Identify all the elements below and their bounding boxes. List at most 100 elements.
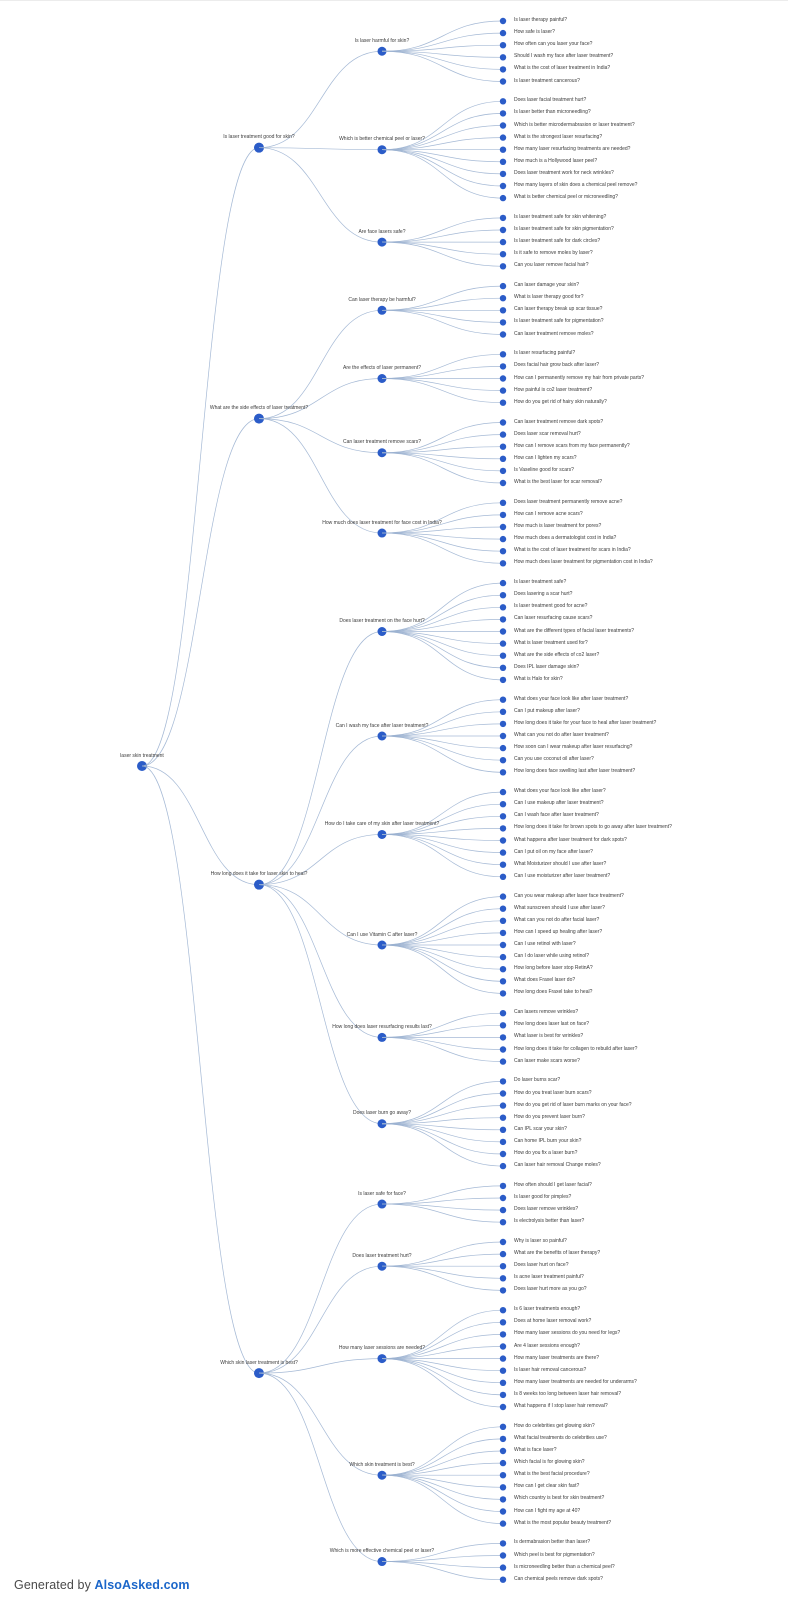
leaf-question-label[interactable]: Can I use makeup after laser treatment? [514,800,604,807]
leaf-question-label[interactable]: Does laser treatment permanently remove … [514,498,623,505]
leaf-question-label[interactable]: Is laser treatment safe for skin pigment… [514,226,614,232]
leaf-question-label[interactable]: How long does it take for brown spots to… [514,824,672,831]
leaf-question-label[interactable]: Does laser scar removal hurt? [514,430,581,437]
leaf-question-label[interactable]: How do celebrities get glowing skin? [514,1422,595,1429]
leaf-question-label[interactable]: What is the cost of laser treatment for … [514,547,631,554]
sub-question-label[interactable]: Does laser burn go away? [352,1110,412,1117]
leaf-question-label[interactable]: Can laser resurfacing cause scars? [514,615,593,622]
leaf-question-label[interactable]: What can you not do after laser treatmen… [514,732,609,738]
leaf-question-label[interactable]: What laser is best for wrinkles? [514,1033,584,1040]
leaf-question-label[interactable]: Can you wear makeup after laser face tre… [514,892,624,899]
leaf-question-label[interactable]: Which peel is best for pigmentation? [514,1551,595,1558]
sub-question-label[interactable]: How do I take care of my skin after lase… [324,820,440,827]
leaf-question-label[interactable]: Is Vaseline good for scars? [514,466,574,473]
leaf-question-label[interactable]: Does at home laser removal work? [514,1318,592,1325]
leaf-question-label[interactable]: Which country is best for skin treatment… [514,1495,605,1502]
leaf-question-label[interactable]: Does lasering a scar hurt? [514,591,573,598]
sub-question-label[interactable]: Can I use Vitamin C after laser? [346,931,418,938]
leaf-question-label[interactable]: How do you treat laser burn scars? [514,1089,592,1096]
leaf-question-label[interactable]: How much is a Hollywood laser peel? [514,157,598,164]
leaf-question-label[interactable]: What are the different types of facial l… [514,627,634,634]
leaf-question-label[interactable]: Can you laser remove facial hair? [514,262,589,269]
sub-question-label[interactable]: Can I wash my face after laser treatment… [335,722,429,729]
leaf-question-label[interactable]: Can IPL scar your skin? [514,1125,567,1132]
sub-question-label[interactable]: Are face lasers safe? [358,228,406,235]
leaf-question-label[interactable]: How can I get clear skin fast? [514,1483,580,1490]
leaf-question-label[interactable]: Is it safe to remove moles by laser? [514,250,593,257]
leaf-question-label[interactable]: Is laser treatment cancerous? [514,77,580,84]
leaf-question-label[interactable]: Can home IPL burn your skin? [514,1137,582,1144]
sub-question-label[interactable]: Does laser treatment hurt? [352,1252,412,1259]
leaf-question-label[interactable]: Does laser treatment work for neck wrink… [514,169,614,176]
leaf-question-label[interactable]: Is acne laser treatment painful? [514,1274,584,1281]
leaf-question-label[interactable]: What is face laser? [514,1447,557,1453]
leaf-question-label[interactable]: What does your face look like after lase… [514,788,606,795]
leaf-question-label[interactable]: How long does it take for collagen to re… [514,1045,638,1052]
leaf-question-label[interactable]: What is the best facial procedure? [514,1471,590,1478]
leaf-question-label[interactable]: How long does Fraxel take to heal? [514,989,593,996]
leaf-question-label[interactable]: How many laser sessions do you need for … [514,1330,621,1337]
leaf-question-label[interactable]: How painful is co2 laser treatment? [514,386,593,393]
leaf-question-label[interactable]: Can I do laser while using retinol? [514,953,590,960]
leaf-question-label[interactable]: How often can you laser your face? [514,41,593,48]
leaf-question-label[interactable]: Is laser good for pimples? [514,1194,572,1200]
leaf-question-label[interactable]: Can laser damage your skin? [514,282,580,289]
sub-question-label[interactable]: Is laser harmful for skin? [354,37,410,44]
leaf-question-label[interactable]: Can laser hair removal Change moles? [514,1162,601,1169]
leaf-question-label[interactable]: How can I remove acne scars? [514,510,583,517]
leaf-question-label[interactable]: Is laser treatment safe for dark circles… [514,238,601,245]
leaf-question-label[interactable]: What happens if I stop laser hair remova… [514,1403,608,1409]
leaf-question-label[interactable]: What are the side effects of co2 laser? [514,651,600,658]
leaf-question-label[interactable]: Is laser treatment safe for pigmentation… [514,318,604,325]
leaf-question-label[interactable]: Is laser hair removal cancerous? [514,1366,587,1373]
leaf-question-label[interactable]: Is laser therapy painful? [514,17,568,23]
leaf-question-label[interactable]: Does facial hair grow back after laser? [514,362,600,369]
leaf-question-label[interactable]: What are the benefits of laser therapy? [514,1250,601,1257]
leaf-question-label[interactable]: Should I wash my face after laser treatm… [514,53,614,60]
leaf-question-label[interactable]: Does IPL laser damage skin? [514,663,580,670]
leaf-question-label[interactable]: What does Fraxel laser do? [514,977,576,984]
leaf-question-label[interactable]: Can laser treatment remove moles? [514,330,594,337]
leaf-question-label[interactable]: How much does a dermatologist cost in In… [514,535,617,542]
leaf-question-label[interactable]: How can I lighten my scars? [514,454,577,461]
leaf-question-label[interactable]: Can laser therapy break up scar tissue? [514,306,603,313]
leaf-question-label[interactable]: How much does laser treatment for pigmen… [514,559,653,566]
leaf-question-label[interactable]: What is better chemical peel or micronee… [514,194,618,201]
leaf-question-label[interactable]: Which is better microdermabrasion or las… [514,121,635,128]
leaf-question-label[interactable]: What Moisturizer should I use after lase… [514,860,607,867]
leaf-question-label[interactable]: Can I use retinol with laser? [514,941,576,947]
leaf-question-label[interactable]: Is laser resurfacing painful? [514,350,576,357]
leaf-question-label[interactable]: Is dermabrasion better than laser? [514,1539,591,1546]
leaf-question-label[interactable]: Do laser burns scar? [514,1077,561,1084]
leaf-question-label[interactable]: How safe is laser? [514,29,555,36]
leaf-question-label[interactable]: Does laser remove wrinkles? [514,1206,579,1213]
leaf-question-label[interactable]: How can I fight my age at 40? [514,1507,581,1514]
leaf-question-label[interactable]: Is laser better than microneedling? [514,109,591,116]
leaf-question-label[interactable]: Which facial is for glowing skin? [514,1459,585,1466]
leaf-question-label[interactable]: How many laser resurfacing treatments ar… [514,145,631,152]
leaf-question-label[interactable]: Is 6 laser treatments enough? [514,1306,581,1313]
leaf-question-label[interactable]: Can I put makeup after laser? [514,707,580,714]
sub-question-label[interactable]: Is laser safe for face? [358,1190,406,1197]
leaf-question-label[interactable]: What is laser treatment used for? [514,639,588,646]
leaf-question-label[interactable]: Can lasers remove wrinkles? [514,1009,579,1016]
leaf-question-label[interactable]: Can you use coconut oil after laser? [514,756,594,763]
branch-question-label[interactable]: How long does it take for laser skin to … [210,871,308,878]
leaf-question-label[interactable]: How can I remove scars from my face perm… [514,442,630,449]
leaf-question-label[interactable]: How do you get rid of laser burn marks o… [514,1101,632,1108]
sub-question-label[interactable]: Can laser treatment remove scars? [342,439,422,446]
leaf-question-label[interactable]: Is microneedling better than a chemical … [514,1563,615,1570]
leaf-question-label[interactable]: What is Halo for skin? [514,675,563,682]
leaf-question-label[interactable]: How do you get rid of hairy skin natural… [514,398,607,405]
leaf-question-label[interactable]: Can chemical peels remove dark spots? [514,1575,603,1582]
leaf-question-label[interactable]: Is 8 weeks too long between laser hair r… [514,1390,622,1397]
leaf-question-label[interactable]: What can you not do after facial laser? [514,916,600,923]
leaf-question-label[interactable]: How long does face swelling last after l… [514,768,636,775]
branch-question-label[interactable]: Which skin laser treatment is best? [220,1359,298,1366]
leaf-question-label[interactable]: What happens after laser treatment for d… [514,836,627,843]
sub-question-label[interactable]: Are the effects of laser permanent? [342,365,422,371]
alsoasked-link[interactable]: AlsoAsked.com [94,1578,190,1592]
sub-question-label[interactable]: Which is more effective chemical peel or… [329,1548,435,1555]
leaf-question-label[interactable]: How many laser treatments are there? [514,1354,600,1361]
sub-question-label[interactable]: How many laser sessions are needed? [338,1345,426,1352]
